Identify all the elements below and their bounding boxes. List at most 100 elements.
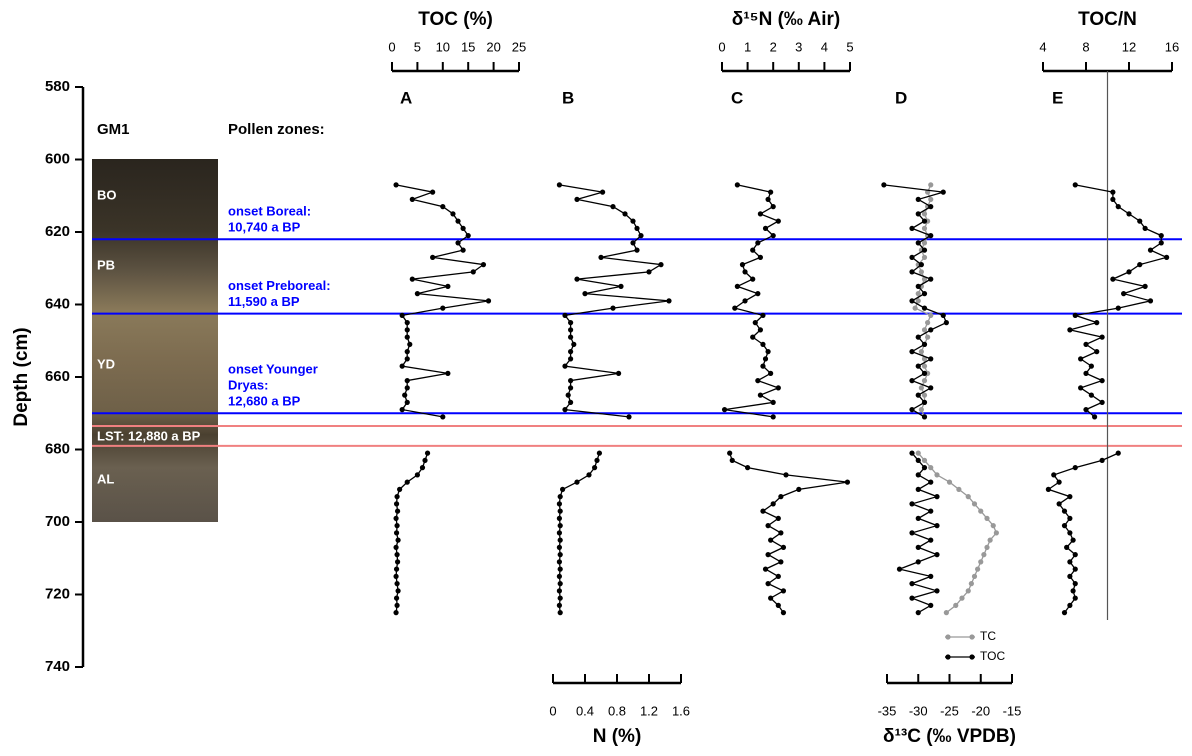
data-point	[760, 363, 766, 369]
data-point	[993, 530, 999, 536]
x-tick-label: 3	[795, 39, 802, 54]
data-point	[1115, 450, 1121, 456]
data-point	[1099, 378, 1105, 384]
data-point	[765, 581, 771, 587]
data-point	[750, 276, 756, 282]
data-point	[928, 537, 934, 543]
data-point	[574, 479, 580, 485]
data-point	[658, 262, 664, 268]
data-point	[430, 254, 436, 260]
data-point	[742, 269, 748, 275]
data-point	[397, 486, 403, 492]
data-point	[1072, 312, 1078, 318]
data-point	[757, 211, 764, 217]
data-point	[943, 610, 949, 616]
data-point	[765, 523, 771, 529]
x-tick-label: 20	[486, 39, 500, 54]
data-point	[445, 370, 451, 376]
x-axis-title: δ¹⁵N (‰ Air)	[732, 9, 840, 30]
y-axis-title: Depth (cm)	[11, 327, 32, 426]
data-point	[568, 378, 574, 384]
data-point	[959, 595, 965, 601]
x-tick-label: 8	[1082, 39, 1089, 54]
x-tick-label: 1	[744, 39, 751, 54]
data-point	[915, 610, 921, 616]
data-point	[987, 537, 993, 543]
boundary-label: 10,740 a BP	[228, 220, 301, 235]
data-point	[755, 378, 761, 384]
data-point	[934, 588, 940, 594]
data-point	[1072, 566, 1078, 572]
data-point	[732, 305, 738, 311]
data-point	[618, 283, 624, 289]
data-point	[404, 378, 410, 384]
data-point	[775, 602, 781, 608]
data-point	[780, 588, 787, 594]
data-point	[1094, 349, 1100, 355]
legend-marker	[969, 654, 975, 660]
data-point	[393, 515, 399, 521]
data-point	[762, 356, 769, 362]
data-point	[978, 559, 984, 565]
data-point	[409, 276, 415, 282]
data-point	[630, 240, 636, 246]
x-tick-label: 5	[414, 39, 421, 54]
data-point	[394, 494, 400, 500]
data-point	[556, 182, 563, 188]
data-point	[928, 465, 934, 471]
data-point	[399, 363, 405, 369]
data-point	[915, 334, 921, 340]
data-point	[556, 559, 563, 565]
y-tick-label: 640	[45, 295, 70, 312]
data-point	[915, 559, 921, 565]
data-point	[560, 486, 566, 492]
data-point	[750, 334, 756, 340]
series-line	[558, 184, 670, 613]
data-point	[430, 189, 436, 195]
data-point	[990, 523, 996, 529]
data-point	[395, 588, 401, 594]
data-point	[394, 523, 400, 529]
x-tick-label: 16	[1165, 39, 1179, 54]
data-point	[765, 552, 771, 558]
data-point	[762, 566, 769, 572]
boundary-label: onset Preboreal:	[228, 278, 331, 293]
data-point	[760, 341, 766, 347]
x-tick-label: 4	[821, 39, 828, 54]
data-point	[630, 218, 636, 224]
x-axis-title: TOC/N	[1078, 9, 1137, 30]
data-point	[915, 450, 921, 456]
data-point	[921, 465, 928, 471]
data-point	[921, 305, 928, 311]
data-point	[921, 247, 928, 253]
data-point	[921, 218, 928, 224]
data-point	[928, 312, 934, 318]
data-point	[557, 595, 563, 601]
data-point	[778, 530, 784, 536]
data-point	[404, 399, 410, 405]
pollen-label: Pollen zones:	[228, 121, 325, 138]
data-point	[610, 305, 616, 311]
data-point	[596, 450, 603, 456]
y-tick-label: 740	[45, 658, 70, 675]
data-point	[928, 479, 934, 485]
data-point	[557, 537, 563, 543]
data-point	[1056, 501, 1062, 507]
data-point	[404, 334, 410, 340]
data-point	[918, 349, 924, 355]
data-point	[1072, 552, 1078, 558]
data-point	[921, 370, 928, 376]
data-point	[1067, 327, 1073, 333]
data-point	[610, 204, 616, 210]
data-point	[770, 414, 776, 420]
data-point	[393, 573, 399, 579]
data-point	[626, 414, 632, 420]
core-zone-label: PB	[97, 257, 115, 272]
legend-marker	[969, 634, 975, 640]
data-point	[925, 320, 931, 326]
data-point	[981, 552, 987, 558]
x-tick-label: 2	[770, 39, 777, 54]
data-point	[765, 196, 771, 202]
data-point	[1126, 269, 1132, 275]
data-point	[1158, 240, 1164, 246]
